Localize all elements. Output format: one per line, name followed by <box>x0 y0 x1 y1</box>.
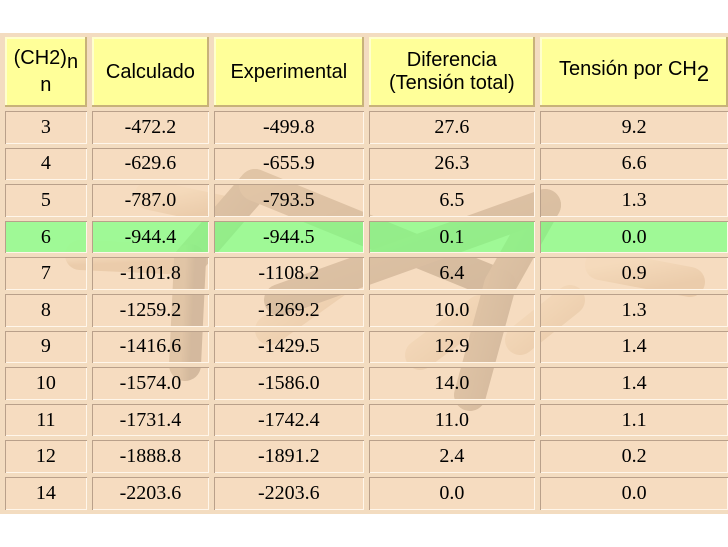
cell-experimental: -655.9 <box>209 147 364 185</box>
cell-diferencia: 26.3 <box>363 147 536 185</box>
cell-calculado: -944.4 <box>86 220 210 258</box>
cell-n: 9 <box>0 330 87 368</box>
cell-calculado: -2203.6 <box>86 476 210 514</box>
cell-n: 10 <box>0 367 87 404</box>
header-experimental: Experimental <box>209 33 364 111</box>
cell-calculado: -1101.8 <box>86 257 210 294</box>
header-n-second-line: n <box>40 74 52 96</box>
table-row: 8 -1259.2 -1269.2 10.0 1.3 <box>0 293 728 331</box>
cell-experimental: -1891.2 <box>209 440 364 477</box>
cell-tension: 1.1 <box>535 403 728 441</box>
cell-calculado: -472.2 <box>86 111 210 148</box>
cell-diferencia: 0.1 <box>363 220 536 258</box>
cell-n: 12 <box>0 440 87 477</box>
header-n: (CH2)n n <box>0 33 87 111</box>
table-row: 3 -472.2 -499.8 27.6 9.2 <box>0 111 728 148</box>
cell-tension: 1.3 <box>535 184 728 221</box>
header-n-label: (CH2) <box>13 47 67 69</box>
cell-calculado: -1259.2 <box>86 293 210 331</box>
cell-calculado: -1888.8 <box>86 440 210 477</box>
cell-diferencia: 12.9 <box>363 330 536 368</box>
cell-tension: 1.4 <box>535 330 728 368</box>
cell-experimental: -499.8 <box>209 111 364 148</box>
header-row: (CH2)n n Calculado Experimental Diferenc… <box>0 33 728 111</box>
table-row: 4 -629.6 -655.9 26.3 6.6 <box>0 147 728 185</box>
header-calculado: Calculado <box>86 33 210 111</box>
cell-tension: 1.4 <box>535 367 728 404</box>
cell-diferencia: 14.0 <box>363 367 536 404</box>
cell-diferencia: 6.4 <box>363 257 536 294</box>
table-row: 10 -1574.0 -1586.0 14.0 1.4 <box>0 367 728 404</box>
cell-tension: 0.0 <box>535 220 728 258</box>
table-row: 5 -787.0 -793.5 6.5 1.3 <box>0 184 728 221</box>
header-tension: Tensión por CH2 <box>535 33 728 111</box>
cell-n: 14 <box>0 476 87 514</box>
table-row: 9 -1416.6 -1429.5 12.9 1.4 <box>0 330 728 368</box>
table-row: 12 -1888.8 -1891.2 2.4 0.2 <box>0 440 728 477</box>
cell-tension: 1.3 <box>535 293 728 331</box>
cell-n: 8 <box>0 293 87 331</box>
cell-tension: 6.6 <box>535 147 728 185</box>
cell-tension: 9.2 <box>535 111 728 148</box>
cell-diferencia: 10.0 <box>363 293 536 331</box>
cell-n: 5 <box>0 184 87 221</box>
header-diferencia: Diferencia (Tensión total) <box>363 33 536 111</box>
cell-calculado: -1574.0 <box>86 367 210 404</box>
cell-experimental: -1429.5 <box>209 330 364 368</box>
cell-n: 7 <box>0 257 87 294</box>
cell-n: 3 <box>0 111 87 148</box>
cell-experimental: -1108.2 <box>209 257 364 294</box>
cell-n: 6 <box>0 220 87 258</box>
cell-n: 4 <box>0 147 87 185</box>
header-diferencia-line2: (Tensión total) <box>389 72 515 94</box>
table-row: 6 -944.4 -944.5 0.1 0.0 <box>0 220 728 258</box>
cell-experimental: -793.5 <box>209 184 364 221</box>
table-row: 7 -1101.8 -1108.2 6.4 0.9 <box>0 257 728 294</box>
cell-tension: 0.2 <box>535 440 728 477</box>
header-tension-subscript: 2 <box>696 60 710 86</box>
cell-diferencia: 27.6 <box>363 111 536 148</box>
cell-experimental: -1586.0 <box>209 367 364 404</box>
cell-diferencia: 11.0 <box>363 403 536 441</box>
cell-experimental: -944.5 <box>209 220 364 258</box>
cell-diferencia: 2.4 <box>363 440 536 477</box>
cell-calculado: -787.0 <box>86 184 210 221</box>
table-row: 14 -2203.6 -2203.6 0.0 0.0 <box>0 476 728 514</box>
cell-experimental: -1269.2 <box>209 293 364 331</box>
header-diferencia-line1: Diferencia <box>406 49 497 71</box>
cell-diferencia: 0.0 <box>363 476 536 514</box>
cell-experimental: -1742.4 <box>209 403 364 441</box>
header-tension-label: Tensión por CH <box>559 57 697 80</box>
strain-table: (CH2)n n Calculado Experimental Diferenc… <box>0 33 728 514</box>
cell-diferencia: 6.5 <box>363 184 536 221</box>
cell-experimental: -2203.6 <box>209 476 364 514</box>
cell-n: 11 <box>0 403 87 441</box>
cell-calculado: -629.6 <box>86 147 210 185</box>
cell-tension: 0.0 <box>535 476 728 514</box>
header-n-subscript: n <box>66 51 79 73</box>
table-row: 11 -1731.4 -1742.4 11.0 1.1 <box>0 403 728 441</box>
cell-tension: 0.9 <box>535 257 728 294</box>
cell-calculado: -1731.4 <box>86 403 210 441</box>
cell-calculado: -1416.6 <box>86 330 210 368</box>
